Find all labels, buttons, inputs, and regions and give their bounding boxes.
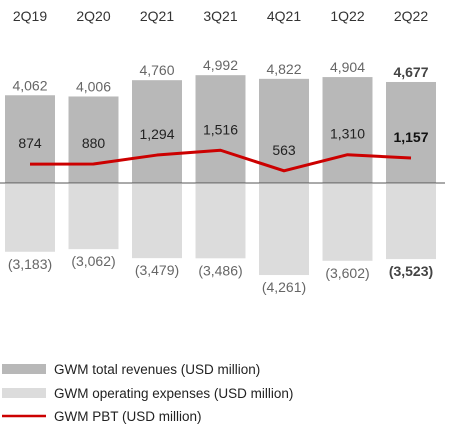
category-label: 2Q20 xyxy=(76,8,110,24)
expense-bar xyxy=(322,184,373,261)
bars xyxy=(5,75,436,276)
category-label: 3Q21 xyxy=(203,8,237,24)
legend-label-pbt: GWM PBT (USD million) xyxy=(54,409,202,424)
expense-value-label: (3,523) xyxy=(389,263,433,279)
pbt-value-label: 563 xyxy=(272,142,296,158)
pbt-series-line xyxy=(29,148,412,173)
revenue-value-label: 4,904 xyxy=(330,59,365,75)
category-label: 2Q21 xyxy=(140,8,174,24)
pbt-value-label: 1,310 xyxy=(330,126,365,142)
category-label: 2Q22 xyxy=(394,8,428,24)
category-label: 2Q19 xyxy=(13,8,47,24)
legend-label-expenses: GWM operating expenses (USD million) xyxy=(54,386,293,401)
expense-value-label: (3,183) xyxy=(8,256,52,272)
expense-bar xyxy=(195,184,246,259)
expense-bar xyxy=(386,184,436,260)
revenue-value-label: 4,760 xyxy=(139,62,174,78)
legend-label-revenues: GWM total revenues (USD million) xyxy=(54,362,260,377)
category-label: 4Q21 xyxy=(267,8,301,24)
revenue-bar xyxy=(386,81,436,183)
revenue-bar xyxy=(68,96,119,183)
expense-bar xyxy=(259,184,309,276)
category-label: 1Q22 xyxy=(330,8,364,24)
expense-value-label: (4,261) xyxy=(262,279,306,295)
expense-value-label: (3,062) xyxy=(71,253,115,269)
category-labels: 2Q19 2Q20 2Q21 3Q21 4Q21 1Q22 2Q22 xyxy=(13,8,428,24)
legend: GWM total revenues (USD million) GWM ope… xyxy=(2,362,293,424)
data-labels: 4,062 (3,183) 874 4,006 (3,062) 880 4,760 (3,47… xyxy=(8,57,433,295)
pbt-value-label: 874 xyxy=(18,135,42,151)
pbt-value-label: 1,294 xyxy=(139,126,174,142)
revenue-value-label: 4,006 xyxy=(76,78,111,94)
pbt-value-label: 1,516 xyxy=(203,121,238,137)
revenue-value-label: 4,822 xyxy=(266,61,301,77)
expense-bar xyxy=(5,184,55,252)
pbt-value-label: 880 xyxy=(82,135,106,151)
expense-bar xyxy=(132,184,182,259)
expense-bar xyxy=(68,184,119,250)
revenue-bar xyxy=(5,95,55,183)
revenue-value-label: 4,062 xyxy=(12,77,47,93)
revenue-value-label: 4,992 xyxy=(203,57,238,73)
expense-value-label: (3,602) xyxy=(325,265,369,281)
revenue-bar xyxy=(195,75,246,183)
legend-swatch-revenues xyxy=(2,364,46,374)
pbt-value-label: 1,157 xyxy=(393,129,428,145)
legend-swatch-expenses xyxy=(2,388,46,398)
revenue-value-label: 4,677 xyxy=(393,64,428,80)
pbt-line xyxy=(29,148,412,173)
expense-value-label: (3,479) xyxy=(135,262,179,278)
expense-value-label: (3,486) xyxy=(198,262,242,278)
revenue-bar xyxy=(322,77,373,183)
revenue-bar xyxy=(132,80,182,183)
